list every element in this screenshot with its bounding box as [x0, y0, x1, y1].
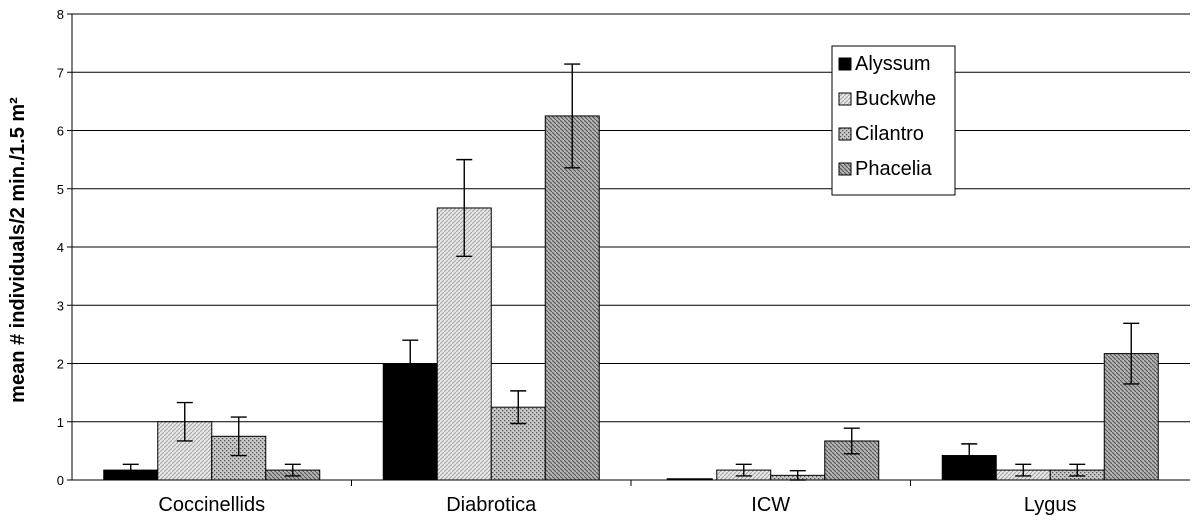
x-category-label: Diabrotica [446, 494, 537, 516]
legend: Alyssum Buckwhe Cilantro Phacelia [832, 46, 955, 195]
axes [67, 14, 1190, 486]
error-bars [123, 64, 1140, 480]
x-category-label: ICW [751, 494, 790, 516]
y-axis-title: mean # individuals/2 min./1.5 m² [7, 97, 29, 403]
legend-label: Buckwhe [855, 88, 936, 110]
bars [104, 116, 1159, 480]
y-tick-label: 7 [57, 65, 64, 80]
bar-phacelia-diabrotica [545, 116, 599, 480]
gridlines [72, 14, 1190, 422]
y-tick-label: 8 [57, 7, 64, 22]
legend-swatch [839, 128, 851, 140]
legend-swatch [839, 163, 851, 175]
y-tick-label: 4 [57, 240, 64, 255]
x-category-label: Coccinellids [158, 494, 265, 516]
legend-swatch [839, 58, 851, 70]
legend-label: Phacelia [855, 158, 933, 180]
y-tick-label: 6 [57, 124, 64, 139]
legend-label: Cilantro [855, 123, 924, 145]
y-tick-label: 1 [57, 415, 64, 430]
legend-label: Alyssum [855, 53, 931, 75]
y-tick-label: 2 [57, 357, 64, 372]
y-tick-label: 3 [57, 298, 64, 313]
x-category-label: Lygus [1024, 494, 1077, 516]
y-tick-label: 5 [57, 182, 64, 197]
y-tick-label: 0 [57, 473, 64, 488]
legend-swatch [839, 93, 851, 105]
